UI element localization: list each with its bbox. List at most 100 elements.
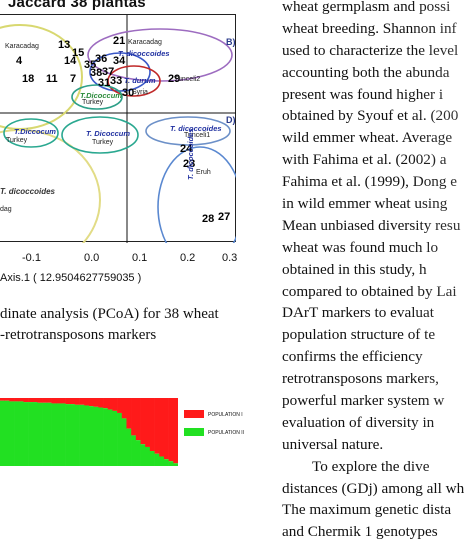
structure-bar-population-1 xyxy=(140,398,146,445)
x-axis-title: Axis.1 ( 12.9504627759035 ) xyxy=(0,272,142,284)
structure-bar-population-2 xyxy=(98,407,104,466)
structure-bar-population-1 xyxy=(168,398,174,462)
structure-bar-population-1 xyxy=(93,398,99,407)
structure-bar-population-1 xyxy=(51,398,57,404)
point-label: 11 xyxy=(46,73,58,85)
structure-bar-population-1 xyxy=(117,398,123,413)
point-label: 27 xyxy=(218,211,231,223)
structure-bar-population-2 xyxy=(173,463,178,466)
point-label: 35 xyxy=(84,59,97,71)
cluster-ellipse-tunceli1 xyxy=(145,116,231,146)
structure-bar-population-2 xyxy=(131,435,137,466)
cluster-ellipse-turkey-left xyxy=(3,118,59,148)
x-tick-label: 0.0 xyxy=(84,252,100,264)
cluster-ellipse-eruh xyxy=(157,146,236,243)
structure-bar-population-1 xyxy=(74,398,80,405)
structure-bar-population-1 xyxy=(32,398,38,403)
point-label: 14 xyxy=(64,55,77,67)
structure-bar-population-2 xyxy=(4,400,10,466)
structure-bar-population-2 xyxy=(163,459,169,466)
point-label: 36 xyxy=(95,53,108,65)
article-line: compared to obtained by Lai xyxy=(282,282,457,300)
article-line: distances (GDj) among all wh xyxy=(282,479,465,497)
point-label: 7 xyxy=(70,73,77,85)
structure-bar-population-2 xyxy=(79,404,85,466)
place-label: Eruh xyxy=(196,169,211,176)
legend-label-population-2: POPULATION II xyxy=(208,430,245,436)
structure-bar-population-2 xyxy=(93,406,99,466)
structure-bar-population-1 xyxy=(173,398,178,464)
structure-bar-population-2 xyxy=(117,412,123,466)
cluster-ellipse-turkey-mid xyxy=(61,116,139,154)
article-line: Mean unbiased diversity resu xyxy=(282,216,461,234)
structure-bar-population-2 xyxy=(32,402,38,466)
x-tick-label: 0.3 xyxy=(222,252,238,264)
point-label: 33 xyxy=(110,75,123,87)
article-line: wild emmer wheat. Average xyxy=(282,129,453,147)
article-line: powerful marker system w xyxy=(282,392,445,410)
structure-bar-population-2 xyxy=(159,456,165,466)
place-label: Karacadag xyxy=(5,43,39,50)
article-line: wheat breeding. Shannon inf xyxy=(282,19,457,37)
legend-swatch-population-1 xyxy=(184,410,204,418)
article-line: universal nature. xyxy=(282,435,384,453)
pcoa-plot-area: B) D) 21 Karacadag 13 15 14 4 18 11 7 36… xyxy=(0,14,236,243)
place-label: Syria xyxy=(132,89,148,96)
structure-bar-population-2 xyxy=(51,403,57,466)
article-line: DArT markers to evaluat xyxy=(282,304,434,322)
structure-bar-population-1 xyxy=(145,398,151,447)
structure-bar-population-2 xyxy=(14,401,20,466)
article-line: Fahima et al. (1999), Dong e xyxy=(282,173,458,191)
structure-bar-population-2 xyxy=(70,404,76,466)
point-label: 23 xyxy=(183,158,196,170)
taxon-label: T. dicoccoides xyxy=(186,128,195,180)
structure-bar-population-2 xyxy=(103,408,109,466)
article-line: obtained by Syouf et al. (200 xyxy=(282,107,459,125)
structure-bar-population-1 xyxy=(103,398,109,409)
structure-bar-population-1 xyxy=(28,398,34,403)
structure-bar-population-2 xyxy=(60,403,66,466)
point-label: 34 xyxy=(113,55,126,67)
structure-bar-population-1 xyxy=(107,398,113,410)
figure-title: Jaccard 38 plantas xyxy=(8,0,146,11)
article-text: wheat germplasm and possi wheat breeding.… xyxy=(282,0,474,543)
structure-bar-population-2 xyxy=(149,451,155,466)
figure-caption-line2: -retrotransposons markers xyxy=(0,327,157,343)
structure-bar-population-1 xyxy=(23,398,29,403)
cluster-ellipse-bottom-left xyxy=(0,129,101,243)
structure-bar-population-2 xyxy=(112,410,118,466)
point-label: 18 xyxy=(22,73,35,85)
point-label: 37 xyxy=(102,66,115,78)
cluster-ellipse-teal xyxy=(71,84,123,110)
structure-bar-population-1 xyxy=(37,398,43,403)
point-label: 13 xyxy=(58,39,71,51)
article-line: To explore the dive xyxy=(312,457,430,475)
structure-bar-population-2 xyxy=(135,440,141,466)
taxon-label: T. dicoccoides xyxy=(0,187,55,196)
structure-bar-population-1 xyxy=(65,398,71,405)
taxon-label: T. dicoccoides xyxy=(118,49,170,58)
structure-bar-population-2 xyxy=(154,453,160,466)
article-line: The maximum genetic dista xyxy=(282,501,452,519)
article-line: confirms the efficiency xyxy=(282,348,423,366)
structure-bar-population-2 xyxy=(37,402,43,466)
x-tick-label: 0.1 xyxy=(132,252,148,264)
structure-bar-population-1 xyxy=(14,398,20,402)
article-line: present was found higher i xyxy=(282,85,444,103)
point-label: 30 xyxy=(122,87,135,99)
structure-bar-plot xyxy=(0,398,178,466)
cluster-ellipse-red xyxy=(107,65,161,97)
structure-bar-population-1 xyxy=(18,398,24,402)
structure-bar-population-2 xyxy=(18,401,24,466)
point-label: 31 xyxy=(98,77,111,89)
article-line: obtained in this study, h xyxy=(282,260,427,278)
structure-bar-population-1 xyxy=(131,398,137,436)
place-label: Tunceli2 xyxy=(174,76,201,83)
place-label: dag xyxy=(0,206,12,213)
x-tick-label: 0.2 xyxy=(180,252,196,264)
structure-bar-population-2 xyxy=(23,402,29,466)
point-label: 28 xyxy=(202,213,215,225)
structure-bar-population-1 xyxy=(121,398,127,419)
structure-bar-population-2 xyxy=(0,400,5,466)
structure-bar-population-1 xyxy=(0,398,5,401)
